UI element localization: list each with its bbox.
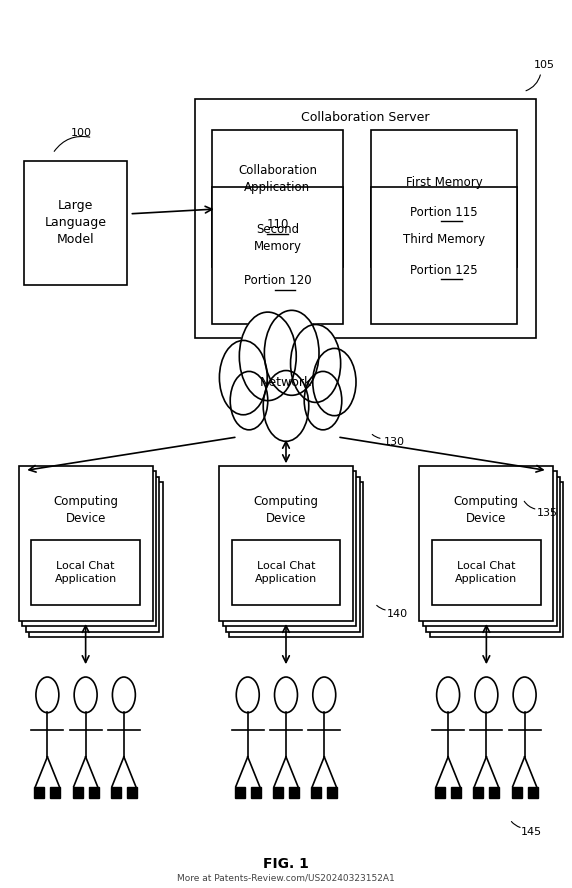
FancyBboxPatch shape — [426, 477, 560, 631]
Text: FIG. 1: FIG. 1 — [263, 857, 309, 870]
Bar — [89, 787, 98, 797]
FancyBboxPatch shape — [29, 482, 163, 637]
Text: Computing
Device: Computing Device — [253, 495, 319, 525]
Text: 105: 105 — [534, 59, 555, 69]
Bar — [127, 787, 137, 797]
Circle shape — [313, 348, 356, 416]
Bar — [435, 787, 445, 797]
FancyBboxPatch shape — [219, 466, 353, 621]
FancyBboxPatch shape — [31, 540, 140, 605]
Text: Local Chat
Application: Local Chat Application — [455, 561, 518, 584]
Bar — [235, 787, 245, 797]
Circle shape — [264, 310, 319, 395]
FancyBboxPatch shape — [423, 472, 557, 626]
FancyBboxPatch shape — [22, 472, 156, 626]
Text: 140: 140 — [387, 609, 408, 619]
FancyBboxPatch shape — [223, 472, 356, 626]
Text: Collaboration Server: Collaboration Server — [301, 111, 430, 124]
FancyBboxPatch shape — [19, 466, 153, 621]
Text: Local Chat
Application: Local Chat Application — [255, 561, 317, 584]
FancyBboxPatch shape — [430, 482, 563, 637]
Text: Large
Language
Model: Large Language Model — [45, 199, 106, 246]
Circle shape — [291, 324, 341, 402]
Text: Portion 115: Portion 115 — [410, 206, 478, 219]
Bar — [490, 787, 499, 797]
FancyBboxPatch shape — [226, 477, 360, 631]
Text: More at Patents-Review.com/US20240323152A1: More at Patents-Review.com/US20240323152… — [177, 873, 395, 883]
FancyBboxPatch shape — [26, 477, 160, 631]
Text: 110: 110 — [267, 218, 289, 232]
FancyBboxPatch shape — [371, 187, 517, 324]
FancyBboxPatch shape — [195, 99, 537, 337]
Bar — [327, 787, 337, 797]
Bar — [34, 787, 44, 797]
Bar — [73, 787, 82, 797]
Bar — [528, 787, 538, 797]
Bar — [251, 787, 261, 797]
Text: 130: 130 — [384, 437, 405, 448]
Circle shape — [263, 370, 309, 441]
FancyBboxPatch shape — [212, 187, 343, 324]
Bar — [273, 787, 283, 797]
Circle shape — [220, 340, 267, 415]
Bar — [50, 787, 60, 797]
Text: Computing
Device: Computing Device — [454, 495, 519, 525]
FancyBboxPatch shape — [212, 130, 343, 267]
Text: Portion 120: Portion 120 — [244, 274, 311, 287]
Text: First Memory: First Memory — [406, 176, 482, 189]
Bar — [451, 787, 461, 797]
Text: Collaboration
Application: Collaboration Application — [238, 164, 317, 194]
FancyBboxPatch shape — [419, 466, 553, 621]
FancyBboxPatch shape — [232, 540, 340, 605]
Circle shape — [304, 371, 342, 430]
Text: Computing
Device: Computing Device — [53, 495, 118, 525]
Text: 100: 100 — [70, 128, 92, 138]
FancyBboxPatch shape — [24, 161, 126, 285]
Bar — [111, 787, 121, 797]
Bar — [311, 787, 321, 797]
Circle shape — [230, 371, 268, 430]
Bar — [289, 787, 299, 797]
Text: Local Chat
Application: Local Chat Application — [54, 561, 117, 584]
Bar — [474, 787, 483, 797]
Text: 135: 135 — [537, 508, 558, 518]
Text: Second
Memory: Second Memory — [253, 223, 301, 253]
FancyBboxPatch shape — [229, 482, 363, 637]
FancyBboxPatch shape — [432, 540, 541, 605]
Text: Third Memory: Third Memory — [403, 234, 485, 247]
Text: 145: 145 — [521, 827, 542, 836]
Bar — [512, 787, 522, 797]
Text: Portion 125: Portion 125 — [410, 264, 478, 276]
FancyBboxPatch shape — [371, 130, 517, 267]
Text: Network: Network — [260, 377, 312, 390]
Circle shape — [239, 312, 296, 400]
